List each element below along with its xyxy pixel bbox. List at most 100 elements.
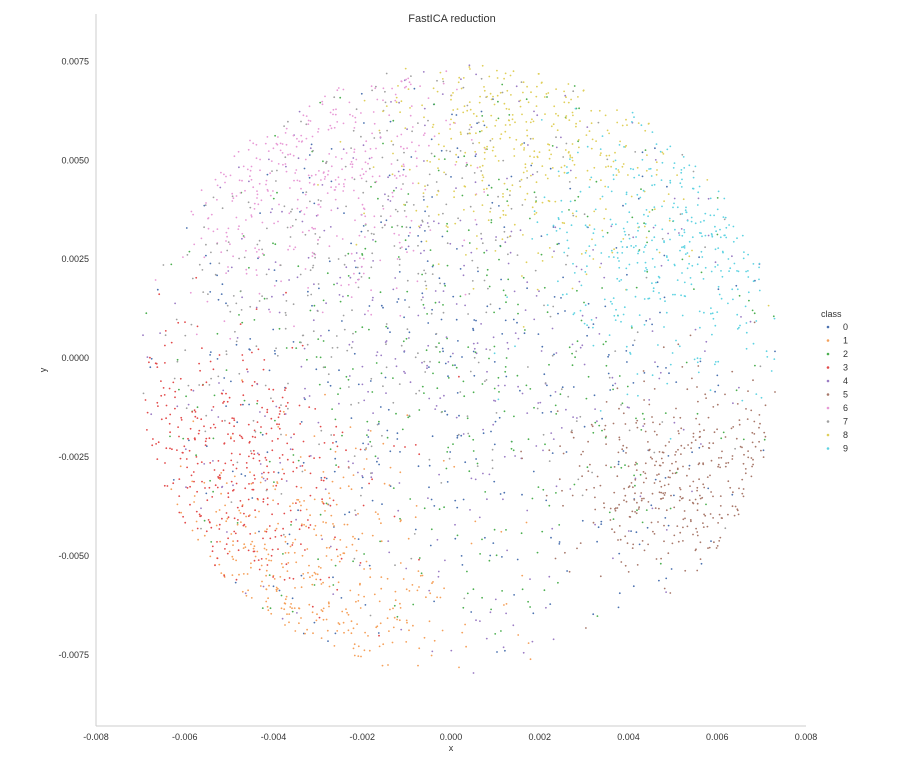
data-point: [393, 515, 396, 518]
data-point: [231, 195, 234, 198]
data-point: [718, 457, 720, 459]
data-point: [576, 340, 579, 343]
data-point: [391, 641, 394, 644]
data-point: [238, 509, 241, 512]
data-point: [658, 276, 661, 279]
data-point: [701, 235, 703, 238]
data-point: [667, 483, 670, 486]
data-point: [589, 178, 591, 181]
data-point: [481, 164, 484, 167]
data-point: [281, 143, 284, 145]
data-point: [462, 274, 465, 277]
data-point: [284, 598, 287, 601]
data-point: [742, 257, 745, 260]
data-point: [469, 108, 472, 111]
data-point: [225, 240, 227, 242]
data-point: [383, 224, 386, 227]
data-point: [504, 124, 507, 126]
data-point: [302, 334, 305, 337]
data-point: [612, 160, 615, 163]
data-point: [217, 416, 220, 418]
data-point: [289, 509, 292, 512]
data-point: [329, 111, 332, 114]
data-point: [394, 93, 397, 96]
data-point: [656, 474, 658, 476]
data-point: [285, 300, 288, 302]
data-point: [707, 547, 709, 549]
data-point: [230, 452, 233, 455]
legend-label: 5: [843, 390, 848, 400]
data-point: [223, 320, 226, 323]
data-point: [267, 553, 270, 556]
data-point: [563, 90, 565, 93]
data-point: [611, 251, 614, 254]
data-point: [314, 524, 317, 527]
data-point: [411, 126, 414, 128]
data-point: [295, 502, 297, 504]
data-point: [621, 252, 624, 254]
data-point: [637, 122, 640, 124]
data-point: [381, 226, 384, 229]
data-point: [525, 261, 528, 264]
data-point: [257, 348, 260, 351]
data-point: [584, 304, 587, 307]
data-point: [480, 237, 483, 240]
data-point: [668, 441, 670, 443]
data-point: [503, 182, 506, 185]
data-point: [278, 589, 281, 592]
data-point: [209, 351, 212, 353]
data-point: [688, 468, 691, 470]
data-point: [186, 254, 189, 256]
data-point: [469, 124, 471, 126]
data-point: [566, 166, 568, 168]
data-point: [689, 485, 691, 487]
data-point: [610, 190, 613, 193]
data-point: [674, 228, 676, 231]
data-point: [623, 306, 626, 309]
data-point: [637, 229, 639, 232]
data-point: [451, 364, 454, 367]
data-point: [471, 280, 474, 282]
data-point: [449, 123, 451, 126]
data-point: [246, 368, 248, 371]
data-point: [333, 283, 335, 286]
data-point: [404, 299, 406, 301]
data-point: [557, 280, 559, 283]
data-point: [621, 448, 624, 451]
data-point: [667, 552, 670, 555]
data-point: [472, 438, 475, 441]
data-point: [458, 414, 460, 417]
data-point: [304, 398, 306, 401]
data-point: [598, 333, 601, 335]
data-point: [560, 427, 563, 429]
data-point: [770, 370, 773, 372]
data-point: [237, 150, 240, 153]
data-point: [390, 140, 393, 143]
data-point: [350, 403, 352, 406]
data-point: [203, 534, 206, 537]
data-point: [235, 559, 238, 562]
data-point: [490, 221, 493, 224]
data-point: [455, 153, 457, 156]
data-point: [709, 474, 711, 477]
data-point: [719, 495, 722, 497]
data-point: [633, 176, 636, 179]
data-point: [586, 126, 589, 128]
data-point: [527, 600, 529, 603]
data-point: [232, 197, 235, 200]
data-point: [653, 236, 656, 239]
data-point: [648, 230, 650, 233]
data-point: [327, 128, 330, 131]
data-point: [721, 450, 723, 453]
data-point: [436, 194, 438, 196]
data-point: [172, 479, 175, 481]
data-point: [716, 311, 719, 313]
data-point: [306, 548, 309, 550]
data-point: [738, 326, 740, 329]
data-point: [317, 565, 320, 568]
data-point: [179, 465, 182, 468]
data-point: [643, 497, 645, 500]
data-point: [284, 389, 286, 391]
data-point: [592, 613, 595, 616]
data-point: [160, 380, 162, 382]
